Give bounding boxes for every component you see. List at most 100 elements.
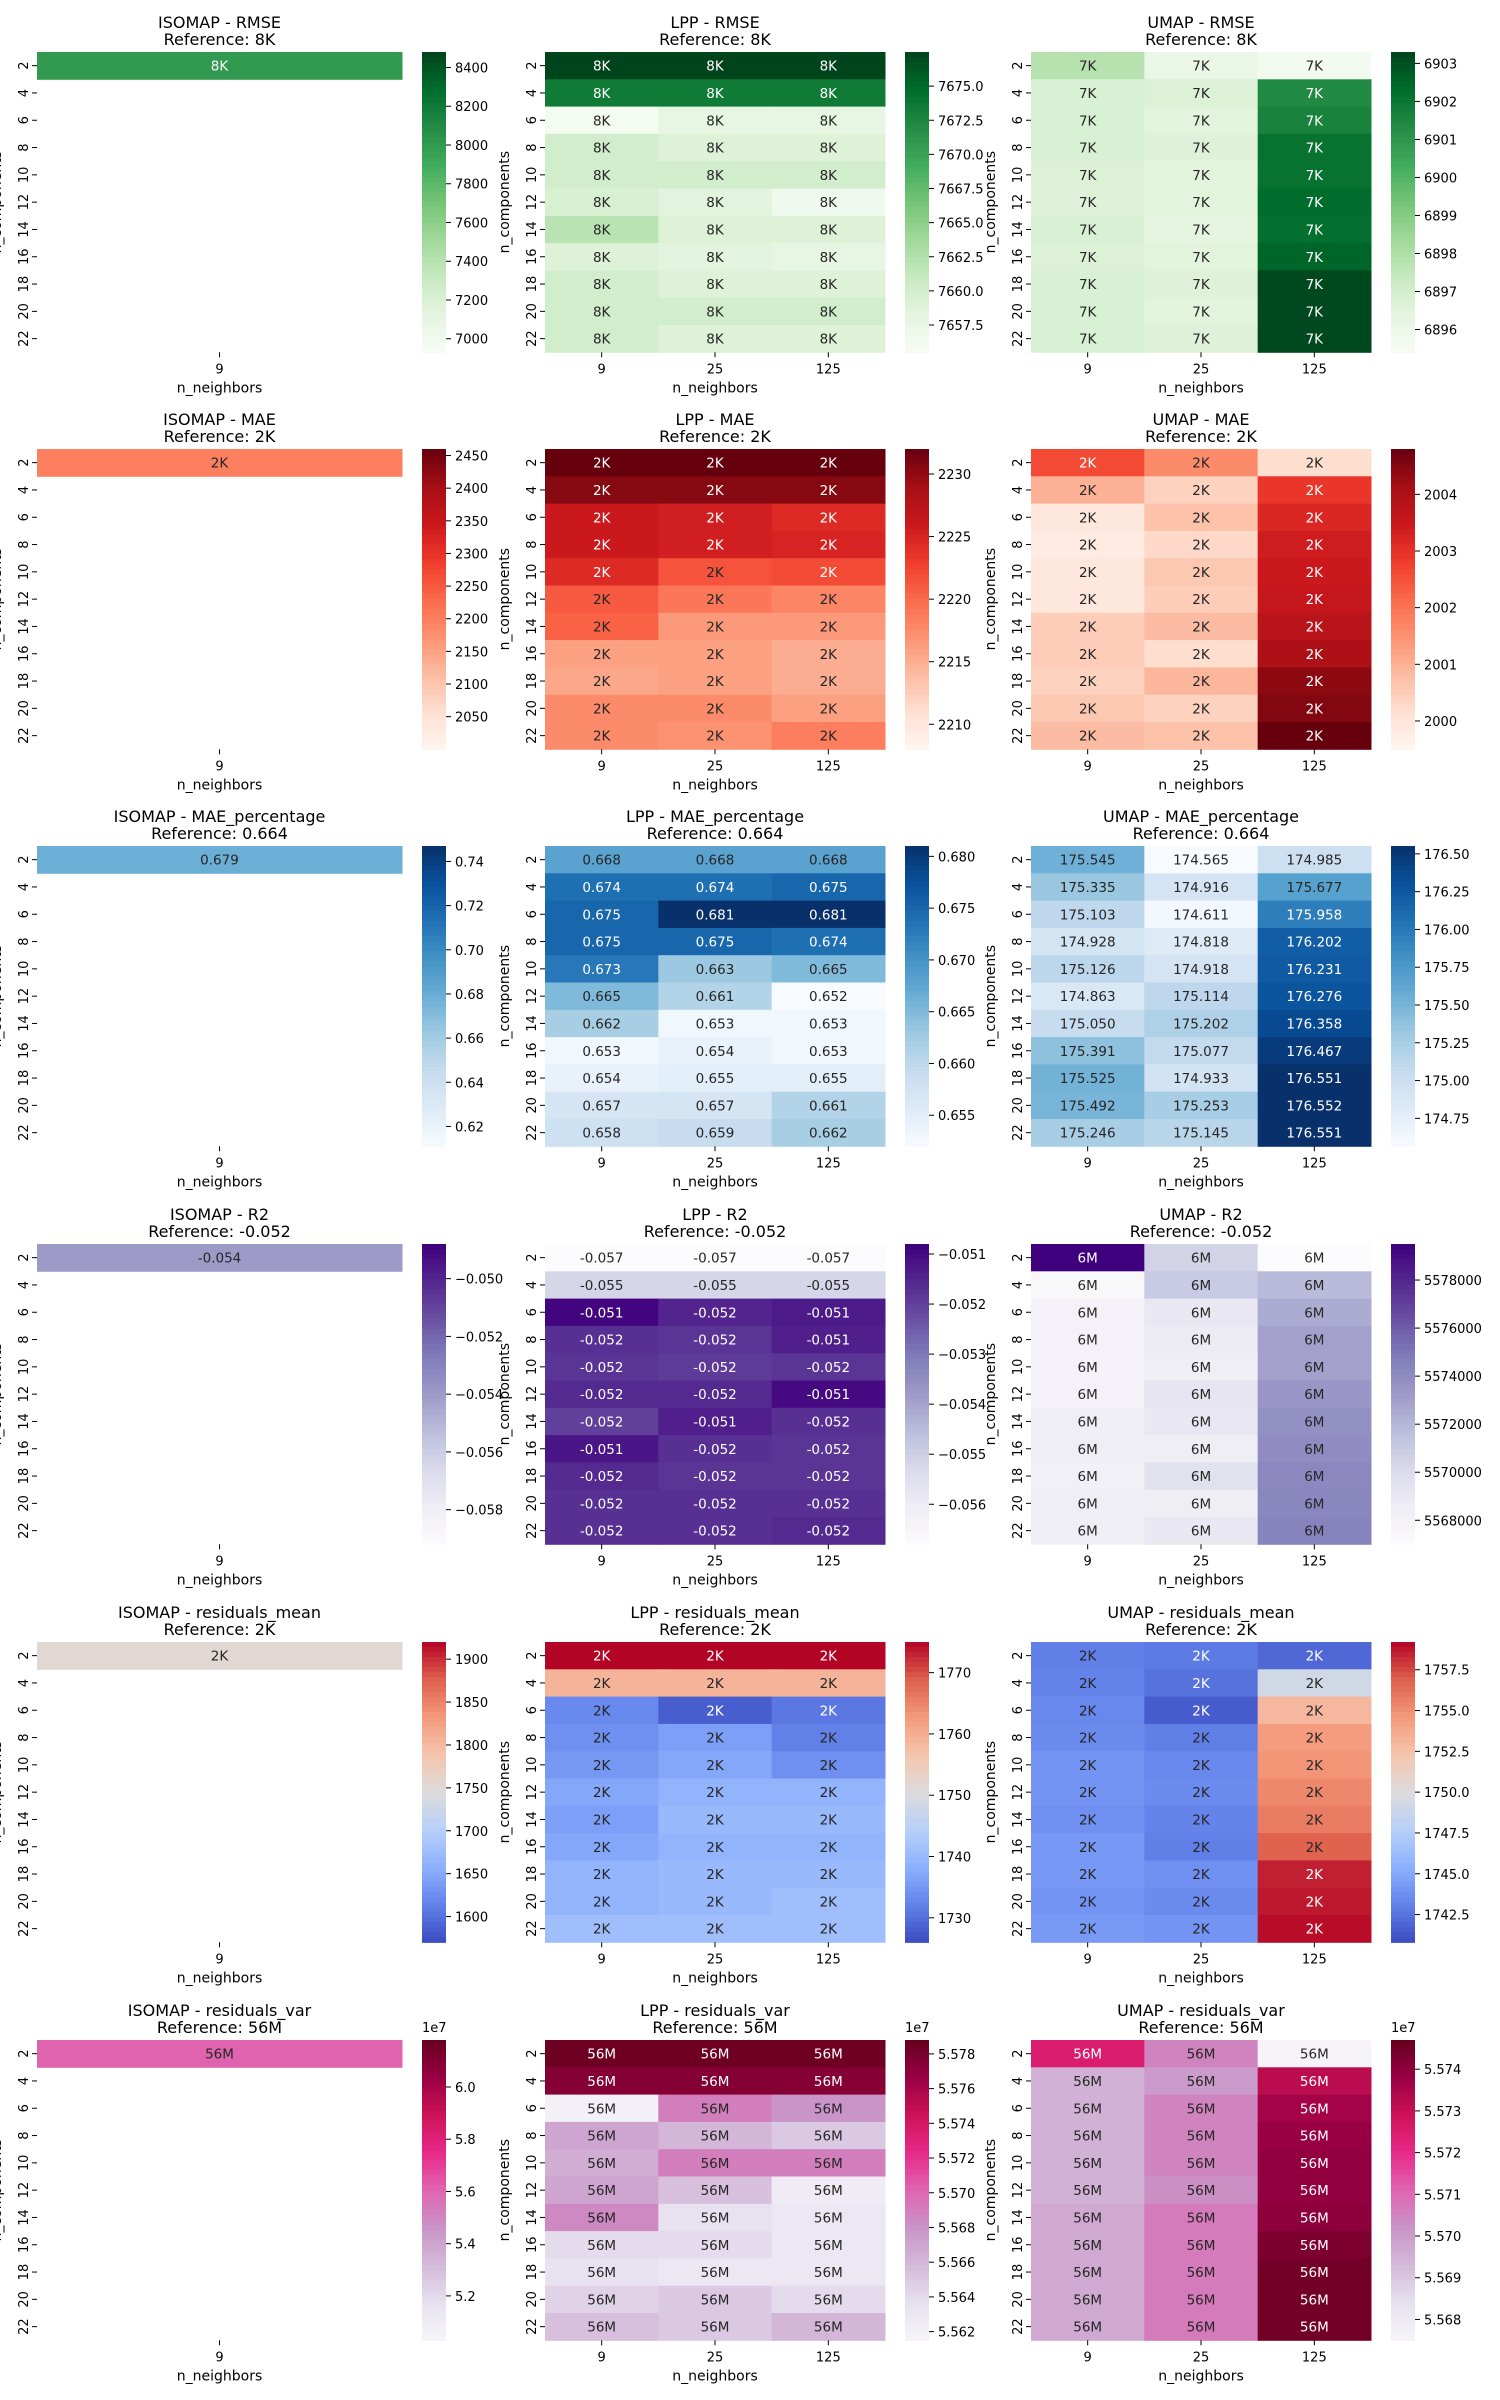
- cell-value-label: 56M: [1187, 2265, 1216, 2281]
- colorbar-segment: [905, 1106, 929, 1112]
- cell-value-label: 2K: [1192, 456, 1211, 472]
- colorbar-segment: [1391, 107, 1415, 113]
- cell-value-label: 0.658: [582, 1126, 621, 1142]
- colorbar-segment: [1391, 1837, 1415, 1843]
- x-axis-label: n_neighbors: [1158, 1970, 1244, 1986]
- x-tick-label: 125: [816, 1554, 841, 1569]
- heatmap-cell: [658, 106, 773, 135]
- colorbar-segment: [1391, 991, 1415, 997]
- cell-value-label: 6M: [1191, 1442, 1211, 1458]
- colorbar-segment: [905, 112, 929, 118]
- heatmap-cell: [545, 1325, 659, 1354]
- cell-value-label: 2K: [706, 592, 725, 608]
- colorbar-segment: [905, 1399, 929, 1405]
- heatmap-cell: [771, 449, 886, 477]
- heatmap-cell: [1144, 1805, 1259, 1834]
- heatmap-cell: [771, 2203, 886, 2232]
- cell-value-label: 2K: [593, 538, 612, 554]
- colorbar-segment: [422, 946, 446, 952]
- cell-value-label: -0.052: [807, 1524, 851, 1540]
- heatmap-cell: [658, 873, 773, 902]
- cell-value-label: 0.653: [696, 1016, 735, 1032]
- heatmap-cell: [1144, 1064, 1259, 1093]
- colorbar-segment: [905, 277, 929, 283]
- colorbar-segment: [422, 1304, 446, 1310]
- heatmap-cell: [1031, 1723, 1145, 1752]
- cell-value-label: -0.052: [693, 1496, 737, 1512]
- heatmap-title-isomap-mae: ISOMAP - MAE: [163, 410, 276, 429]
- colorbar-tick-label: 6902: [1424, 95, 1457, 110]
- colorbar-segment: [422, 1524, 446, 1530]
- heatmap-title-isomap-mae-percentage: ISOMAP - MAE_percentage: [114, 807, 326, 827]
- heatmap-cell: [658, 558, 773, 586]
- colorbar-segment: [1391, 1927, 1415, 1933]
- cell-value-label: -0.052: [580, 1414, 624, 1430]
- heatmap-cell: [1144, 667, 1259, 696]
- cell-value-label: 56M: [587, 2210, 616, 2226]
- heatmap-cell: [1257, 52, 1372, 80]
- heatmap-cell: [1144, 297, 1259, 326]
- y-tick-label: 10: [525, 1757, 540, 1774]
- heatmap-cell: [545, 640, 659, 668]
- colorbar-segment: [1391, 1737, 1415, 1743]
- y-tick-label: 14: [525, 221, 540, 238]
- colorbar-segment: [422, 1722, 446, 1728]
- colorbar-segment: [1391, 1539, 1415, 1545]
- heatmap-cell: [771, 2176, 886, 2205]
- heatmap-cell: [658, 1244, 773, 1272]
- heatmap-cell: [1031, 694, 1145, 723]
- colorbar-segment: [905, 1712, 929, 1718]
- cell-value-label: -0.052: [580, 1387, 624, 1403]
- heatmap-cell: [545, 188, 659, 217]
- colorbar-segment: [905, 886, 929, 892]
- colorbar-segment: [422, 162, 446, 168]
- colorbar-segment: [422, 2225, 446, 2231]
- cell-value-label: -0.052: [807, 1360, 851, 1376]
- colorbar-tick-label: 5570000: [1424, 1466, 1482, 1481]
- colorbar-segment: [422, 1872, 446, 1878]
- y-tick-label: 20: [1011, 1893, 1026, 1910]
- colorbar-segment: [905, 926, 929, 932]
- colorbar-segment: [1391, 896, 1415, 902]
- cell-value-label: 6M: [1304, 1387, 1324, 1403]
- cell-value-label: 2K: [1079, 1676, 1098, 1692]
- heatmap-cell: [37, 1642, 403, 1670]
- heatmap-cell: [1257, 1271, 1372, 1300]
- colorbar-segment: [905, 2105, 929, 2111]
- colorbar-segment: [1391, 891, 1415, 897]
- heatmap-cell: [771, 1887, 886, 1916]
- colorbar-segment: [1391, 876, 1415, 882]
- heatmap-cell: [771, 476, 886, 505]
- colorbar-segment: [422, 1329, 446, 1335]
- colorbar-segment: [905, 1389, 929, 1395]
- cell-value-label: 0.661: [809, 1098, 848, 1114]
- colorbar-tick-label: 1750: [938, 1789, 971, 1804]
- colorbar-segment: [1391, 242, 1415, 248]
- x-axis-label: n_neighbors: [177, 1174, 263, 1190]
- colorbar-segment: [1391, 2200, 1415, 2206]
- cell-value-label: 56M: [1300, 2047, 1329, 2063]
- colorbar-segment: [1391, 1917, 1415, 1923]
- colorbar-segment: [422, 1877, 446, 1883]
- colorbar-segment: [1391, 1021, 1415, 1027]
- colorbar-segment: [1391, 494, 1415, 500]
- cell-value-label: 56M: [587, 2129, 616, 2145]
- y-tick-label: 2: [17, 1652, 32, 1660]
- cell-value-label: 56M: [1300, 2210, 1329, 2226]
- colorbar-segment: [905, 604, 929, 610]
- cell-value-label: -0.052: [693, 1442, 737, 1458]
- colorbar-segment: [422, 624, 446, 630]
- colorbar-segment: [422, 564, 446, 570]
- y-axis-label: n_components: [497, 151, 513, 253]
- colorbar-segment: [422, 1927, 446, 1933]
- cell-value-label: -0.051: [807, 1305, 851, 1321]
- colorbar-segment: [905, 669, 929, 675]
- y-tick-label: 4: [1011, 883, 1026, 891]
- y-axis-label: n_components: [983, 2139, 999, 2241]
- colorbar-segment: [905, 322, 929, 328]
- colorbar-segment: [422, 1682, 446, 1688]
- heatmap-cell: [771, 612, 886, 641]
- colorbar-segment: [422, 1687, 446, 1693]
- cell-value-label: 2K: [706, 538, 725, 554]
- colorbar-segment: [1391, 1922, 1415, 1928]
